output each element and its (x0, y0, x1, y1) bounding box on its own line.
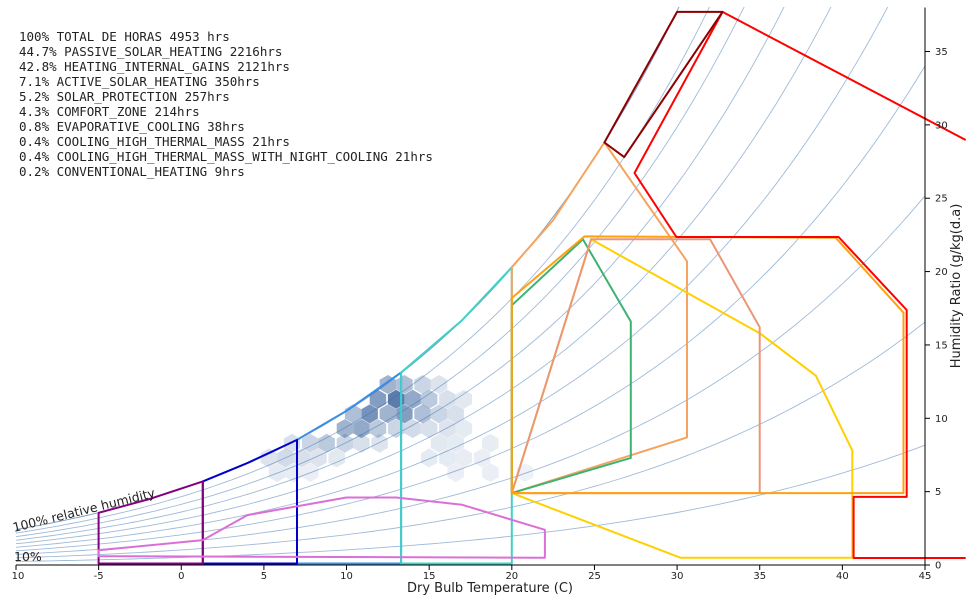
legend-entry: 0.2% CONVENTIONAL_HEATING 9hrs (19, 164, 245, 179)
legend-entry: 0.4% COOLING_HIGH_THERMAL_MASS 21hrs (19, 134, 290, 149)
y-tick-label: 5 (935, 487, 941, 498)
hexbin (414, 404, 431, 424)
hexbin (439, 448, 456, 468)
hexbin (516, 463, 534, 483)
hexbin (421, 419, 438, 439)
rh-curve (16, 321, 926, 559)
x-tick-label: 35 (753, 571, 766, 582)
hexbin (430, 404, 448, 424)
legend-entry: 4.3% COMFORT_ZONE 214hrs (19, 104, 200, 119)
rh-curve (16, 7, 745, 538)
hexbin (414, 375, 431, 394)
hexbin (455, 419, 473, 439)
hexbin (336, 419, 354, 439)
rh-curve (16, 7, 785, 541)
x-tick-label: 0 (178, 571, 184, 582)
hexbin (353, 419, 370, 439)
y-axis-title: Humidity Ratio (g/kg(d.a) (949, 204, 964, 369)
legend-entry: 7.1% ACTIVE_SOLAR_HEATING 350hrs (19, 74, 260, 89)
hexbin (430, 433, 448, 453)
hexbin (447, 404, 464, 424)
hexbin (310, 448, 327, 468)
hexbin (455, 448, 473, 468)
hexbin (361, 404, 378, 424)
hexbin (447, 463, 464, 483)
legend-entry: 42.8% HEATING_INTERNAL_GAINS 2121hrs (19, 59, 290, 74)
hexbin (447, 433, 464, 453)
rh-curve (16, 65, 926, 552)
zone (400, 266, 513, 565)
hexbin (369, 389, 387, 409)
hexbin (328, 448, 345, 468)
legend-entry: 0.4% COOLING_HIGH_THERMAL_MASS_WITH_NIGH… (19, 149, 433, 164)
hexbin (482, 433, 499, 453)
hexbin (353, 433, 370, 453)
y-tick-label: 15 (935, 340, 948, 351)
x-tick-label: 20 (505, 571, 518, 582)
hexbin (302, 433, 319, 453)
rh-curve (16, 7, 710, 534)
zone (603, 10, 724, 159)
hexbin (302, 463, 319, 483)
x-tick-label: 30 (671, 571, 684, 582)
legend-total: 100% TOTAL DE HORAS 4953 hrs (19, 29, 230, 44)
hexbin (379, 404, 397, 424)
hexbin (336, 433, 354, 453)
legend-entry: 5.2% SOLAR_PROTECTION 257hrs (19, 89, 230, 104)
zone (510, 238, 854, 559)
rh-curve (16, 7, 889, 548)
hexbin (318, 433, 335, 453)
hexbin (439, 419, 456, 439)
hexbin (268, 463, 286, 483)
legend-entry: 44.7% PASSIVE_SOLAR_HEATING 2216hrs (19, 44, 282, 59)
x-tick-label: 15 (423, 571, 436, 582)
y-tick-label: 35 (935, 47, 948, 58)
x-axis-title: Dry Bulb Temperature (C) (407, 581, 573, 596)
y-tick-label: 25 (935, 194, 948, 205)
zones (97, 10, 967, 565)
rh-label: 10% (14, 549, 42, 564)
zone (510, 141, 688, 495)
hexbin (455, 389, 473, 409)
hexbin (421, 448, 438, 468)
zone (633, 10, 967, 559)
zone (510, 238, 761, 495)
rh-curve (16, 7, 832, 545)
x-tick-label: 25 (588, 571, 601, 582)
x-tick-label: 10 (340, 571, 353, 582)
y-tick-label: 0 (935, 561, 941, 572)
hexbin-layer (260, 375, 534, 483)
x-tick-label: 10 (12, 571, 25, 582)
zone (510, 238, 632, 495)
rh-curve (16, 444, 926, 562)
hexbin (430, 375, 448, 394)
zone (510, 235, 905, 495)
y-tick-label: 30 (935, 120, 948, 131)
hexbin (260, 448, 278, 468)
y-tick-label: 10 (935, 414, 948, 425)
y-tick-label: 20 (935, 267, 948, 278)
hexbin (421, 389, 438, 409)
x-tick-label: -5 (94, 571, 104, 582)
hexbin (473, 448, 491, 468)
x-tick-label: 45 (919, 571, 932, 582)
hexbin (369, 419, 387, 439)
hexbin (404, 419, 421, 439)
hexbin (482, 463, 499, 483)
legend-entry: 0.8% EVAPORATIVE_COOLING 38hrs (19, 119, 245, 134)
x-tick-label: 5 (261, 571, 267, 582)
zone (97, 496, 546, 559)
zone (97, 480, 204, 565)
hexbin (277, 448, 294, 468)
hexbin (371, 433, 388, 453)
hexbin (396, 375, 413, 394)
hexbin (439, 389, 456, 409)
hexbin (404, 389, 421, 409)
x-tick-label: 40 (836, 571, 849, 582)
